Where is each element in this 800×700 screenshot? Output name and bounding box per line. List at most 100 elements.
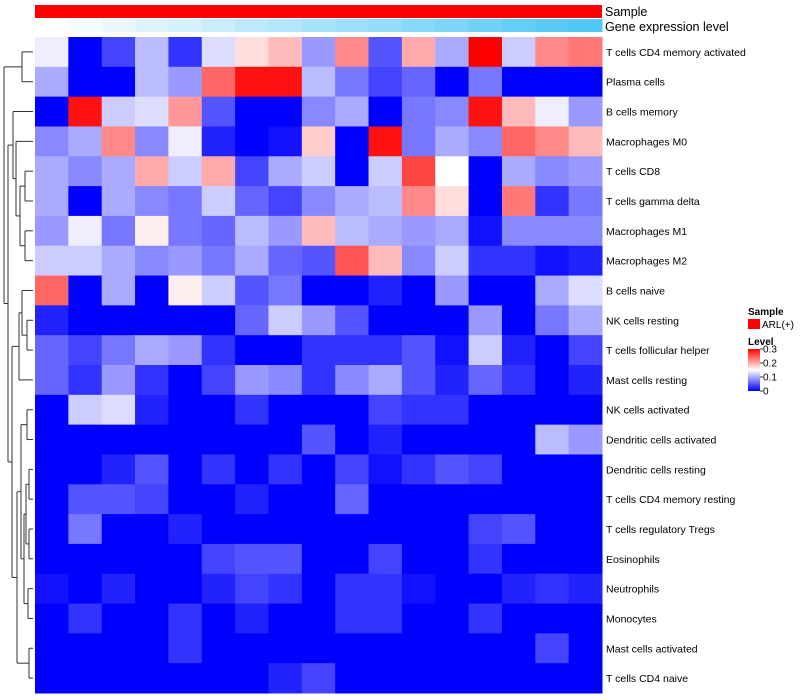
- row-label: T cells regulatory Tregs: [606, 524, 715, 536]
- heatmap-cell: [101, 245, 136, 277]
- heatmap-cell: [501, 245, 536, 277]
- heatmap-cell: [468, 633, 503, 664]
- heatmap-cell: [168, 126, 203, 157]
- heatmap-cell: [335, 305, 370, 336]
- heatmap-cell: [568, 663, 603, 694]
- heatmap-cell: [535, 186, 570, 217]
- heatmap-cell: [568, 305, 603, 336]
- legend-tick-label: 0.1: [763, 373, 777, 384]
- heatmap-cell: [68, 514, 103, 545]
- heatmap-cell: [235, 37, 269, 68]
- heatmap-cell: [101, 365, 136, 396]
- heatmap-cell: [101, 603, 136, 634]
- heatmap-cell: [335, 96, 370, 127]
- heatmap-cell: [135, 365, 169, 396]
- heatmap-cell: [501, 335, 536, 366]
- heatmap-cell: [535, 424, 570, 455]
- heatmap-cell: [368, 454, 403, 485]
- heatmap-cell: [501, 37, 536, 68]
- heatmap-cell: [101, 484, 136, 515]
- heatmap-cell: [501, 365, 536, 396]
- heatmap-cell: [435, 305, 470, 336]
- heatmap-cell: [535, 454, 570, 485]
- heatmap-cell: [368, 305, 403, 336]
- heatmap-cell: [401, 66, 436, 98]
- heatmap-cell: [401, 573, 436, 605]
- legend-sample-entry: ARL(+): [762, 320, 794, 331]
- heatmap-cell: [468, 424, 503, 455]
- heatmap-cell: [568, 424, 603, 455]
- heatmap-cell: [301, 66, 336, 98]
- heatmap-cell: [368, 126, 403, 157]
- heatmap-cell: [201, 96, 236, 127]
- heatmap-cell: [168, 37, 203, 68]
- heatmap-cell: [568, 394, 603, 426]
- heatmap-cell: [368, 66, 403, 98]
- heatmap-cell: [301, 365, 336, 396]
- heatmap-cell: [368, 335, 403, 366]
- heatmap-cell: [468, 514, 503, 545]
- heatmap-cell: [568, 514, 603, 545]
- heatmap-cell: [268, 394, 303, 426]
- heatmap-cell: [301, 484, 336, 515]
- heatmap-cell: [568, 454, 603, 485]
- heatmap-cell: [268, 156, 303, 187]
- heatmap-cell: [35, 275, 69, 306]
- heatmap-cell: [335, 394, 370, 426]
- heatmap-cell: [201, 186, 236, 217]
- heatmap-cell: [101, 305, 136, 336]
- heatmap-cell: [435, 424, 470, 455]
- heatmap-cell: [301, 573, 336, 605]
- heatmap-cell: [135, 603, 169, 634]
- row-label: Monocytes: [606, 613, 657, 625]
- row-label: T cells CD4 naive: [606, 673, 688, 685]
- heatmap-cell: [468, 394, 503, 426]
- heatmap-cell: [101, 96, 136, 127]
- heatmap-cell: [501, 603, 536, 634]
- heatmap-cell: [501, 424, 536, 455]
- heatmap-cell: [35, 394, 69, 426]
- heatmap-cell: [68, 245, 103, 277]
- expression-annotation-cell: [568, 19, 603, 32]
- heatmap-cell: [568, 573, 603, 605]
- heatmap-cell: [535, 394, 570, 426]
- legend-tick-label: 0: [763, 387, 769, 398]
- row-label: T cells CD4 memory resting: [606, 494, 735, 506]
- heatmap-cell: [35, 424, 69, 455]
- expression-annotation-cell: [135, 19, 169, 32]
- heatmap-cell: [168, 454, 203, 485]
- heatmap-cell: [535, 96, 570, 127]
- heatmap-cell: [135, 37, 169, 68]
- heatmap-cell: [368, 424, 403, 455]
- heatmap-cell: [135, 663, 169, 694]
- expression-annotation-cell: [468, 19, 503, 32]
- heatmap-cell: [68, 424, 103, 455]
- heatmap-cell: [268, 66, 303, 98]
- heatmap-cell: [401, 126, 436, 157]
- heatmap-cell: [468, 156, 503, 187]
- heatmap-cell: [68, 543, 103, 575]
- heatmap-cell: [401, 514, 436, 545]
- heatmap-cell: [268, 215, 303, 247]
- heatmap-cell: [235, 126, 269, 157]
- heatmap-cell: [568, 126, 603, 157]
- heatmap-cell: [401, 394, 436, 426]
- row-labels: T cells CD4 memory activated Plasma cells…: [606, 47, 746, 685]
- row-label: B cells naive: [606, 285, 665, 297]
- heatmap-cell: [401, 37, 436, 68]
- heatmap-cell: [301, 454, 336, 485]
- heatmap-cell: [501, 275, 536, 306]
- heatmap-cell: [401, 484, 436, 515]
- heatmap-cell: [168, 156, 203, 187]
- heatmap-cell: [468, 603, 503, 634]
- heatmap-cell: [568, 603, 603, 634]
- heatmap-cell: [35, 215, 69, 247]
- expression-annotation-cell: [335, 19, 370, 32]
- heatmap-cell: [235, 603, 269, 634]
- heatmap-cell: [568, 633, 603, 664]
- heatmap-cell: [401, 186, 436, 217]
- heatmap-cell: [535, 543, 570, 575]
- heatmap-cell: [168, 514, 203, 545]
- heatmap-cell: [135, 543, 169, 575]
- heatmap-cell: [535, 603, 570, 634]
